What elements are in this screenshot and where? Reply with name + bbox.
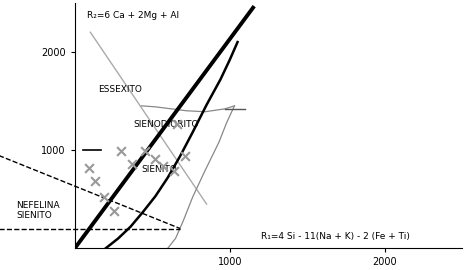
Point <box>159 164 167 168</box>
Point <box>170 168 178 173</box>
Point <box>91 179 99 184</box>
Point <box>152 157 159 161</box>
Text: R₁=4 Si - 11(Na + K) - 2 (Fe + Ti): R₁=4 Si - 11(Na + K) - 2 (Fe + Ti) <box>261 232 410 241</box>
Point <box>118 149 125 153</box>
Point <box>128 162 136 166</box>
Point <box>181 154 189 158</box>
Text: SIENITO: SIENITO <box>16 211 52 220</box>
Point <box>173 121 181 126</box>
Text: SIENITO: SIENITO <box>141 165 177 174</box>
Text: ESSEXITO: ESSEXITO <box>98 85 142 94</box>
Text: NEFELINA: NEFELINA <box>16 201 60 211</box>
Point <box>100 195 108 199</box>
Point <box>141 149 148 153</box>
Text: R₂=6 Ca + 2Mg + Al: R₂=6 Ca + 2Mg + Al <box>87 11 179 20</box>
Point <box>110 209 117 213</box>
Point <box>85 166 93 170</box>
Text: SIENODIORITO: SIENODIORITO <box>134 120 199 129</box>
